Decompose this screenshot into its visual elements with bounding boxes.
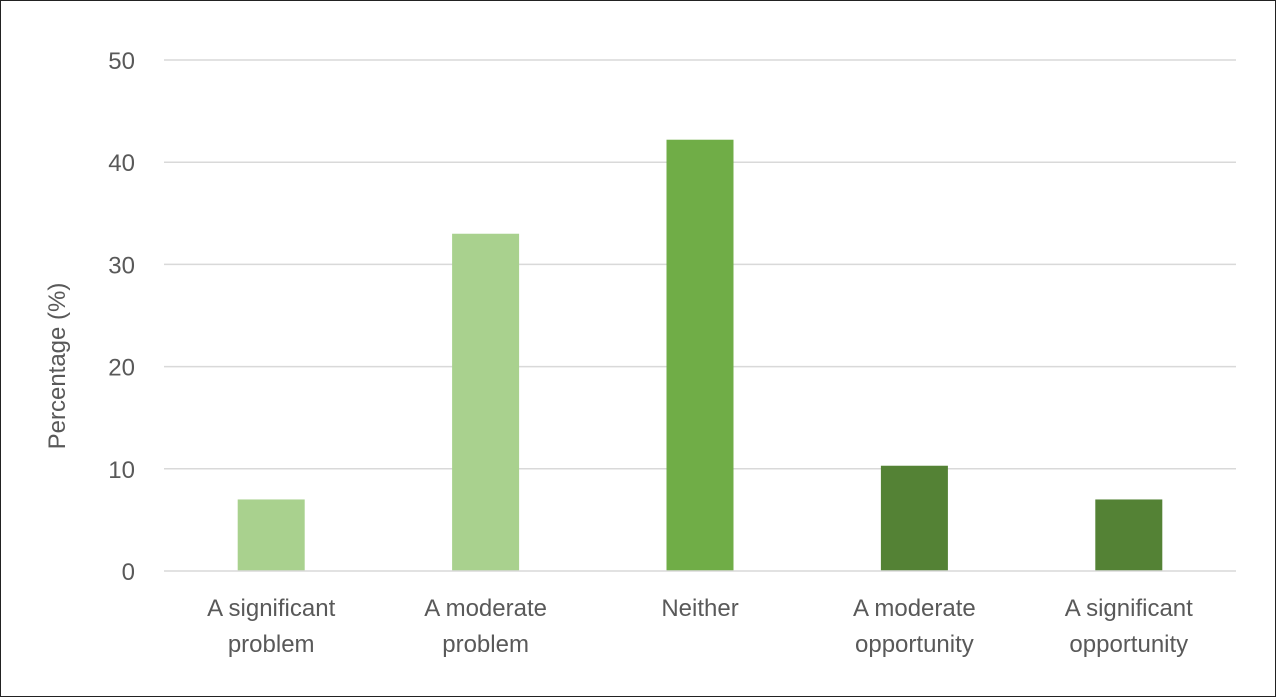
x-category-label-line: opportunity (855, 631, 974, 658)
x-category-label-line: problem (228, 631, 315, 658)
y-tick-label: 40 (108, 150, 135, 177)
y-axis-title: Percentage (%) (44, 283, 71, 450)
x-category-label-line: Neither (661, 595, 738, 622)
x-category-label-line: A moderate (853, 595, 976, 622)
y-tick-label: 20 (108, 355, 135, 382)
x-category-labels: A significant problem A moderate problem Nei… (207, 595, 1193, 658)
x-category-label-line: A significant (1065, 595, 1193, 622)
x-category-label-line: problem (442, 631, 529, 658)
bars (237, 139, 1163, 572)
x-category-label: Neither (661, 595, 738, 622)
y-tick-label: 0 (122, 559, 135, 586)
bar (880, 465, 948, 571)
bar (237, 499, 305, 571)
bar (666, 139, 734, 571)
y-tick-label: 30 (108, 252, 135, 279)
y-tick-labels: 0 10 20 30 40 50 (108, 48, 135, 586)
bar (1095, 499, 1163, 571)
x-category-label: A significant opportunity (1065, 595, 1193, 658)
x-category-label: A moderate problem (424, 595, 547, 658)
x-category-label-line: opportunity (1069, 631, 1188, 658)
x-category-label: A significant problem (207, 595, 335, 658)
x-category-label-line: A moderate (424, 595, 547, 622)
x-category-label-line: A significant (207, 595, 335, 622)
y-tick-label: 10 (108, 457, 135, 484)
x-category-label: A moderate opportunity (853, 595, 976, 658)
y-tick-label: 50 (108, 48, 135, 75)
bar (452, 233, 520, 572)
